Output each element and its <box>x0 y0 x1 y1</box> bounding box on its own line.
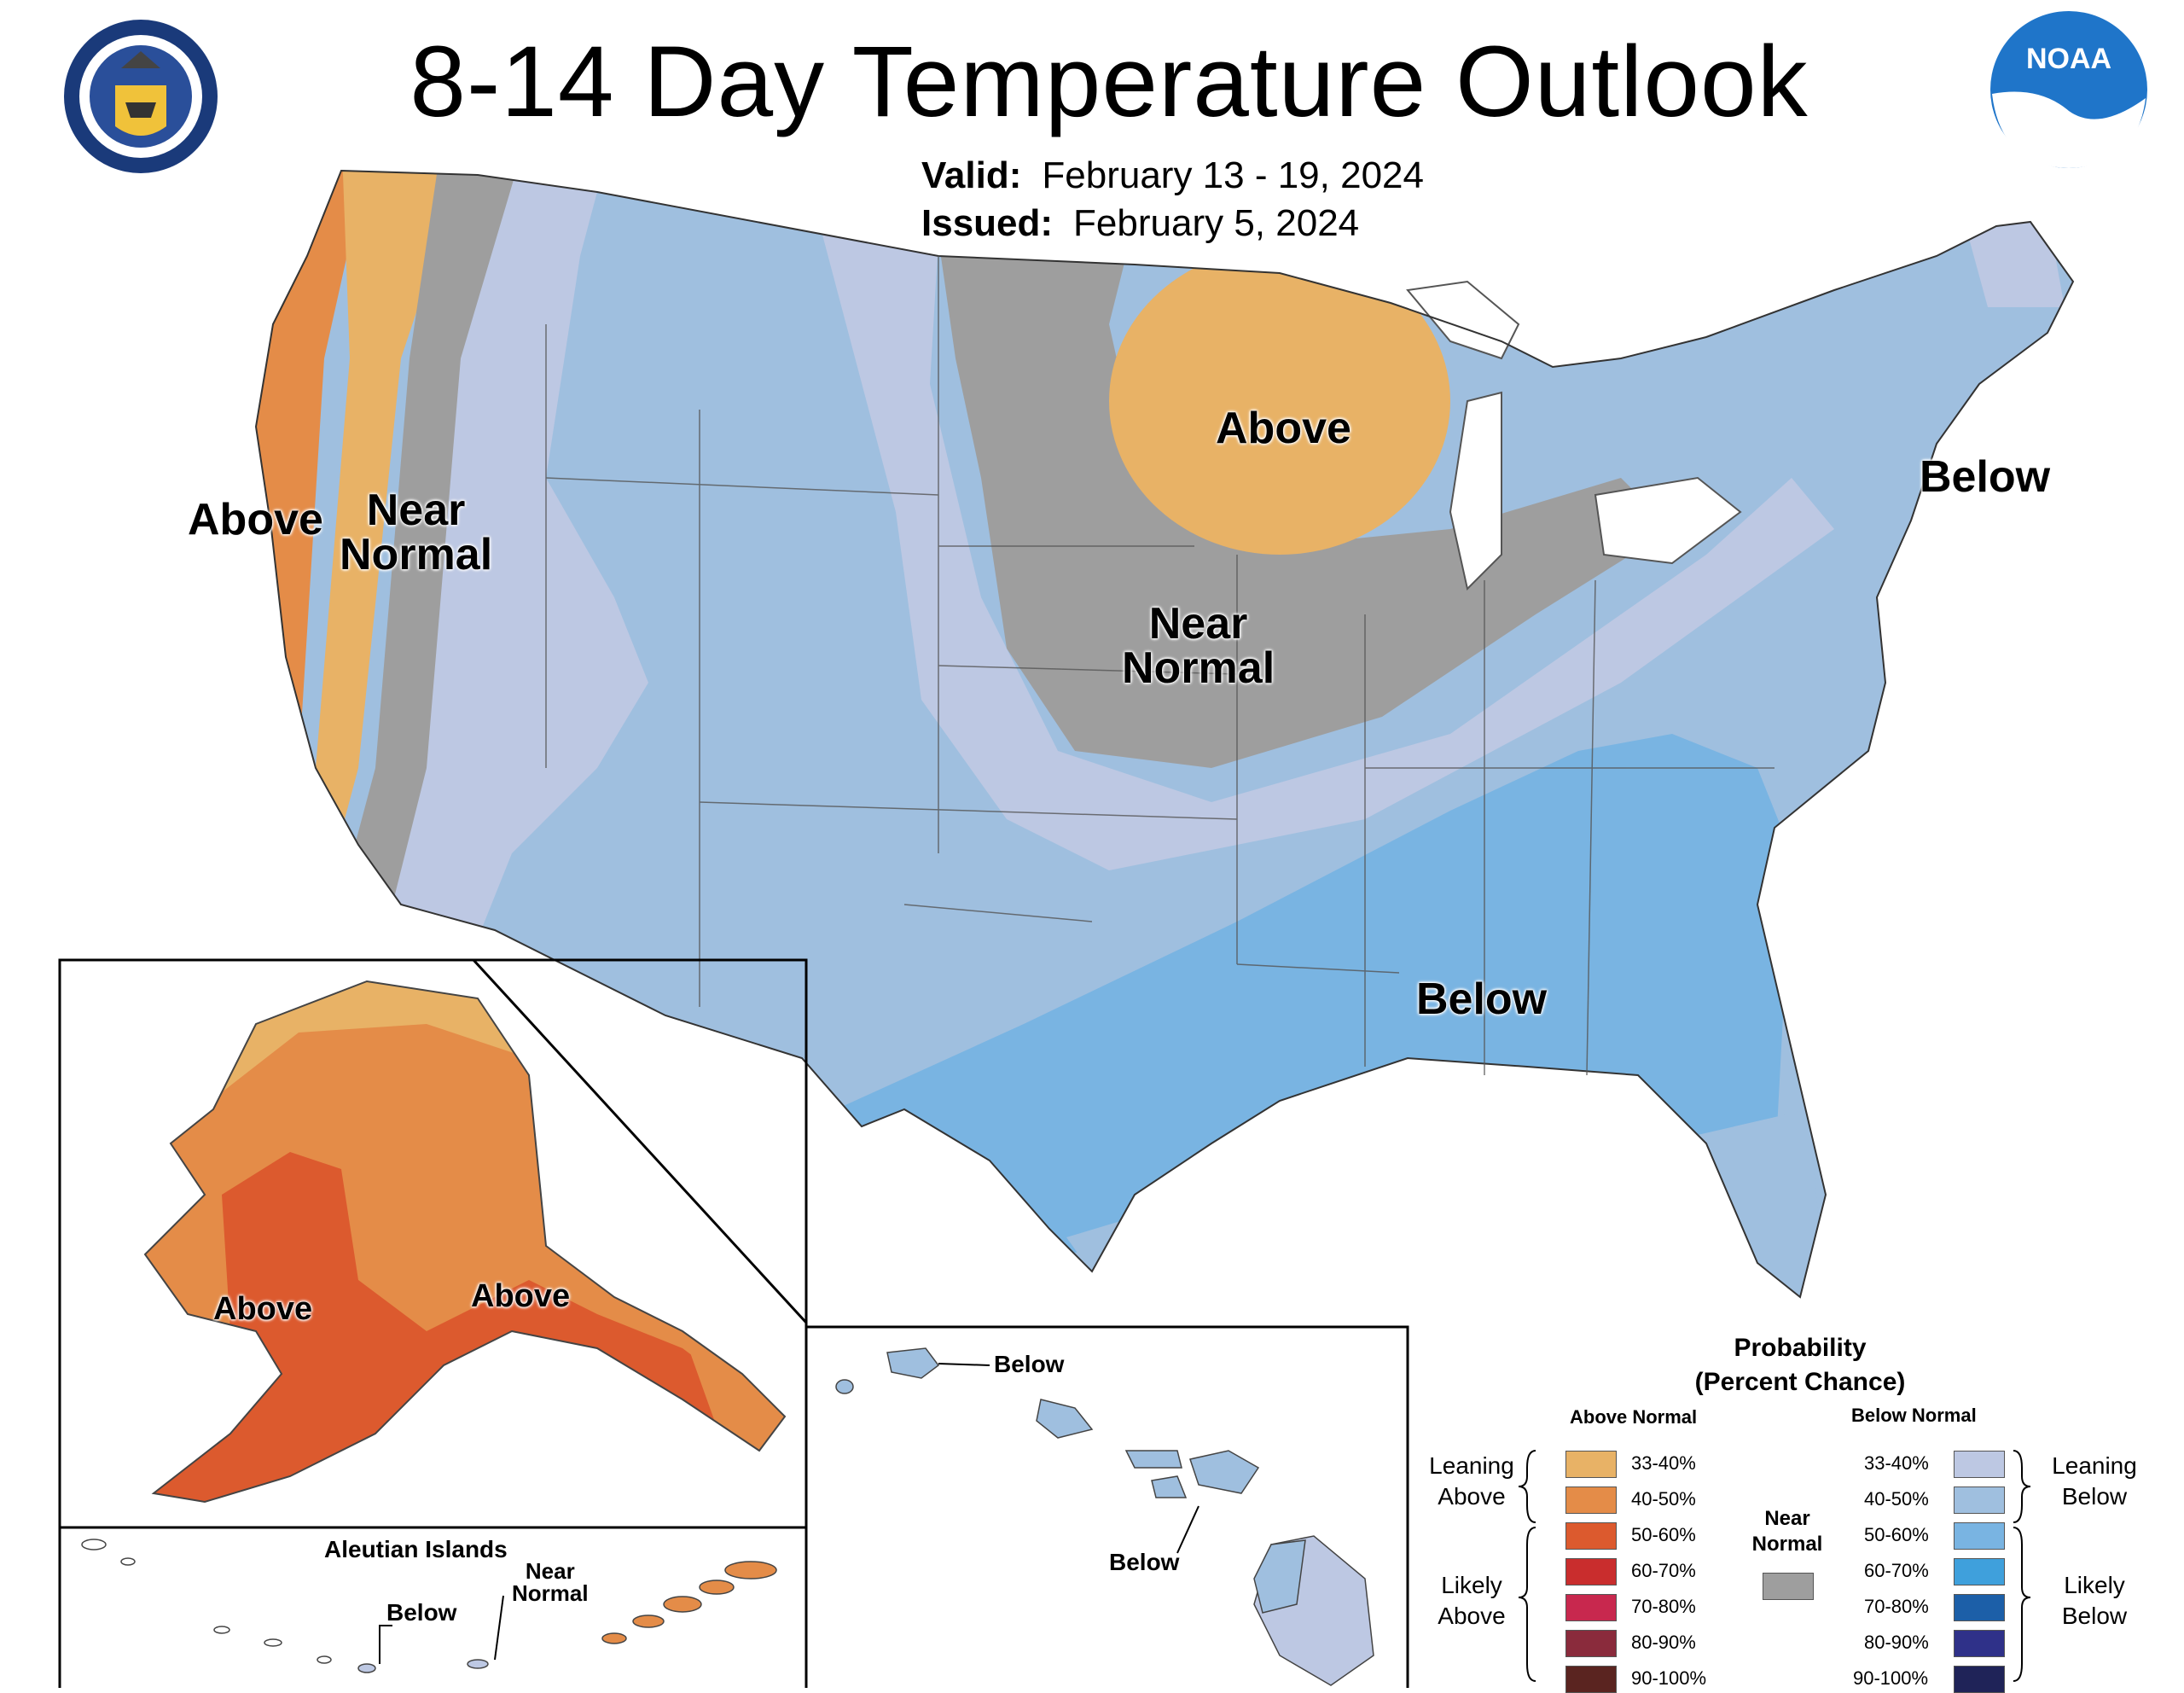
aleutian-near-line2: Normal <box>512 1580 589 1606</box>
likely-above-line1: Likely <box>1441 1572 1502 1598</box>
west-above-label: Above <box>188 495 323 544</box>
below-swatch <box>1954 1594 2005 1621</box>
west-near-line2: Normal <box>340 530 493 579</box>
legend-title-line2: (Percent Chance) <box>1694 1368 1906 1396</box>
legend-below-header: Below Normal <box>1851 1405 1977 1426</box>
southeast-below-label: Below <box>1416 974 1548 1024</box>
below-range-label: 50-60% <box>1864 1524 1929 1545</box>
near-normal-line2: Normal <box>1751 1533 1823 1556</box>
above-swatch <box>1565 1486 1617 1514</box>
issued-label: Issued: <box>921 202 1054 244</box>
leaning-above-label: Leaning Above <box>1420 1451 1523 1512</box>
legend-above-header: Above Normal <box>1570 1406 1698 1428</box>
likely-below-line1: Likely <box>2064 1572 2125 1598</box>
hawaii-below-label-1: Below <box>994 1351 1065 1377</box>
above-range-label: 70-80% <box>1631 1596 1696 1617</box>
below-swatch <box>1954 1486 2005 1514</box>
above-swatch <box>1565 1558 1617 1585</box>
svg-text:NOAA: NOAA <box>2026 43 2111 75</box>
aleutian-below-label: Below <box>386 1599 457 1626</box>
near-normal-swatch <box>1763 1573 1814 1600</box>
below-swatch <box>1954 1558 2005 1585</box>
above-range-label: 50-60% <box>1631 1524 1696 1545</box>
above-swatch <box>1565 1630 1617 1657</box>
likely-below-label: Likely Below <box>2035 1570 2154 1632</box>
issued-value: February 5, 2024 <box>1073 202 1360 244</box>
below-swatch <box>1954 1522 2005 1550</box>
likely-above-line2: Above <box>1438 1603 1506 1629</box>
alaska-above-south-label: Above <box>471 1278 571 1314</box>
west-near-label: Near Normal <box>340 488 492 577</box>
above-range-label: 60-70% <box>1631 1560 1696 1581</box>
above-range-label: 90-100% <box>1631 1667 1707 1689</box>
above-swatch <box>1565 1666 1617 1693</box>
below-range-label: 90-100% <box>1853 1667 1929 1689</box>
aleutian-near-label: Near Normal <box>512 1560 589 1604</box>
above-range-label: 40-50% <box>1631 1488 1696 1510</box>
above-swatch <box>1565 1522 1617 1550</box>
legend-title: Probability (Percent Chance) <box>1647 1331 1954 1399</box>
valid-label: Valid: <box>921 154 1022 196</box>
legend-title-line1: Probability <box>1734 1334 1867 1362</box>
commerce-seal-icon <box>64 20 218 173</box>
aleutian-near-line1: Near <box>525 1558 575 1584</box>
likely-below-line2: Below <box>2061 1603 2128 1629</box>
midwest-above-label: Above <box>1216 404 1351 453</box>
northeast-below-label: Below <box>1920 452 2051 502</box>
likely-above-label: Likely Above <box>1420 1570 1523 1632</box>
below-range-label: 33-40% <box>1864 1452 1929 1474</box>
below-range-label: 70-80% <box>1864 1596 1929 1617</box>
west-near-line1: Near <box>366 486 466 535</box>
below-swatch <box>1954 1630 2005 1657</box>
aleutian-title: Aleutian Islands <box>324 1536 508 1562</box>
leaning-below-line1: Leaning <box>2052 1452 2137 1479</box>
central-near-line1: Near <box>1148 599 1248 649</box>
central-near-label: Near Normal <box>1122 602 1275 690</box>
hawaii-below-label-2: Below <box>1109 1549 1180 1575</box>
valid-value: February 13 - 19, 2024 <box>1042 154 1424 196</box>
leaning-above-line1: Leaning <box>1429 1452 1514 1479</box>
above-swatch <box>1565 1451 1617 1478</box>
above-range-label: 80-90% <box>1631 1632 1696 1653</box>
alaska-above-west-label: Above <box>213 1291 313 1327</box>
leaning-below-label: Leaning Below <box>2035 1451 2154 1512</box>
below-range-label: 60-70% <box>1864 1560 1929 1581</box>
below-range-label: 80-90% <box>1864 1632 1929 1653</box>
page-title: 8-14 Day Temperature Outlook <box>410 26 1809 138</box>
leaning-above-line2: Above <box>1438 1483 1506 1510</box>
noaa-logo-icon: NOAA <box>1990 11 2147 168</box>
near-normal-legend-label: Near Normal <box>1740 1506 1834 1557</box>
near-normal-line1: Near <box>1764 1507 1810 1530</box>
below-swatch <box>1954 1451 2005 1478</box>
below-swatch <box>1954 1666 2005 1693</box>
leaning-below-line2: Below <box>2061 1483 2128 1510</box>
below-range-label: 40-50% <box>1864 1488 1929 1510</box>
above-range-label: 33-40% <box>1631 1452 1696 1474</box>
above-swatch <box>1565 1594 1617 1621</box>
central-near-line2: Normal <box>1122 643 1275 693</box>
date-block: Valid: February 13 - 19, 2024 Issued: Febr… <box>921 152 1424 247</box>
